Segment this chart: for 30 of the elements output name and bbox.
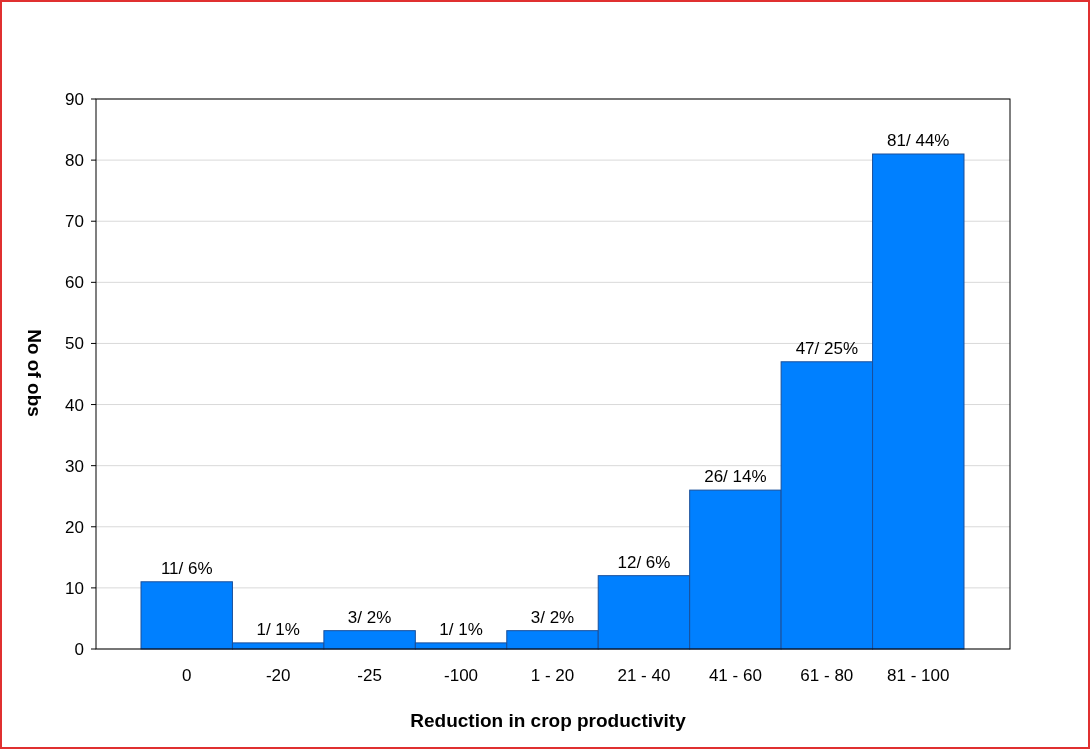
x-tick-label: 1 - 20 — [530, 666, 575, 685]
y-tick-label: 60 — [65, 273, 84, 293]
y-tick-label: 0 — [74, 639, 84, 659]
data-label: 26/ 14% — [704, 467, 767, 487]
data-label: 81/ 44% — [887, 131, 950, 150]
y-tick-label: 90 — [65, 89, 84, 109]
y-tick-label: 80 — [65, 151, 84, 171]
x-tick-label: -20 — [265, 666, 291, 685]
x-tick-label: -100 — [444, 666, 479, 685]
y-tick-label: 50 — [65, 334, 84, 354]
data-label: 47/ 25% — [795, 338, 859, 358]
data-label: 3/ 2% — [530, 607, 575, 627]
data-label: 3/ 2% — [347, 607, 392, 627]
data-label: 12/ 6% — [617, 552, 671, 572]
y-tick-label: 20 — [65, 517, 84, 537]
x-tick-label: 0 — [181, 666, 192, 685]
data-label: 1/ 1% — [439, 619, 483, 639]
y-tick-label: 10 — [65, 578, 84, 598]
data-label: 11/ 6% — [160, 558, 213, 578]
data-label: 1/ 1% — [256, 619, 300, 639]
x-axis-title: Reduction in crop productivity — [410, 710, 687, 731]
y-tick-label: 40 — [65, 395, 84, 415]
x-tick-label: 21 - 40 — [617, 666, 671, 685]
x-tick-label: 61 - 80 — [800, 666, 854, 685]
x-tick-label: 41 - 60 — [708, 666, 762, 685]
y-axis-title: No of obs — [24, 329, 45, 417]
x-tick-label: -25 — [357, 666, 382, 685]
x-tick-label: 81 - 100 — [887, 666, 950, 685]
y-tick-label: 70 — [65, 212, 84, 232]
y-tick-label: 30 — [65, 456, 84, 476]
